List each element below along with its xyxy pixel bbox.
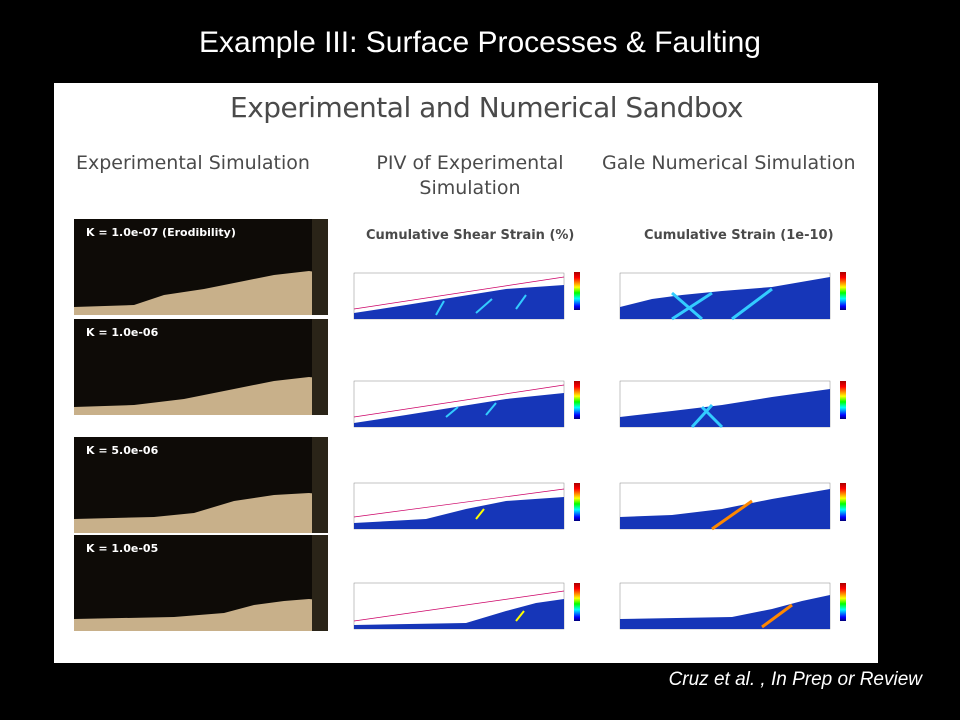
experiment-k-label-2: K = 1.0e-06: [86, 326, 159, 339]
piv-colorbar-1: [574, 272, 580, 310]
gale-colorbar-1: [840, 272, 846, 310]
gale-plot-4: [612, 579, 842, 654]
experiment-k-label-4: K = 1.0e-05: [86, 542, 159, 555]
column-heading-piv: PIV of Experimental Simulation: [376, 152, 564, 199]
experiment-photo-3: K = 5.0e-06: [74, 437, 328, 533]
experiment-k-label-3: K = 5.0e-06: [86, 444, 159, 457]
column-heading-gale: Gale Numerical Simulation: [602, 152, 856, 174]
gale-plot-3: [612, 479, 842, 554]
figure-panel: Experimental and Numerical Sandbox Exper…: [54, 83, 878, 663]
experiment-photo-1: K = 1.0e-07 (Erodibility): [74, 219, 328, 315]
piv-colorbar-2: [574, 381, 580, 419]
piv-plot-3: [346, 479, 576, 554]
gale-plot-1: [612, 269, 842, 344]
gale-colorbar-4: [840, 583, 846, 621]
experiment-k-label-1: K = 1.0e-07 (Erodibility): [86, 226, 236, 239]
column-heading-experimental: Experimental Simulation: [76, 152, 310, 174]
slide-title: Example III: Surface Processes & Faultin…: [199, 26, 761, 59]
experiment-photo-2: K = 1.0e-06: [74, 319, 328, 415]
piv-subheading: Cumulative Shear Strain (%): [366, 228, 575, 243]
piv-plot-1: [346, 269, 576, 344]
piv-plot-4: [346, 579, 576, 654]
gale-plot-2: [612, 377, 842, 452]
gale-colorbar-3: [840, 483, 846, 521]
gale-colorbar-2: [840, 381, 846, 419]
figure-title: Experimental and Numerical Sandbox: [230, 91, 743, 124]
piv-colorbar-4: [574, 583, 580, 621]
piv-plot-2: [346, 377, 576, 452]
experiment-photo-4: K = 1.0e-05: [74, 535, 328, 631]
piv-colorbar-3: [574, 483, 580, 521]
gale-subheading: Cumulative Strain (1e-10): [644, 228, 834, 243]
citation: Cruz et al. , In Prep or Review: [668, 669, 922, 690]
